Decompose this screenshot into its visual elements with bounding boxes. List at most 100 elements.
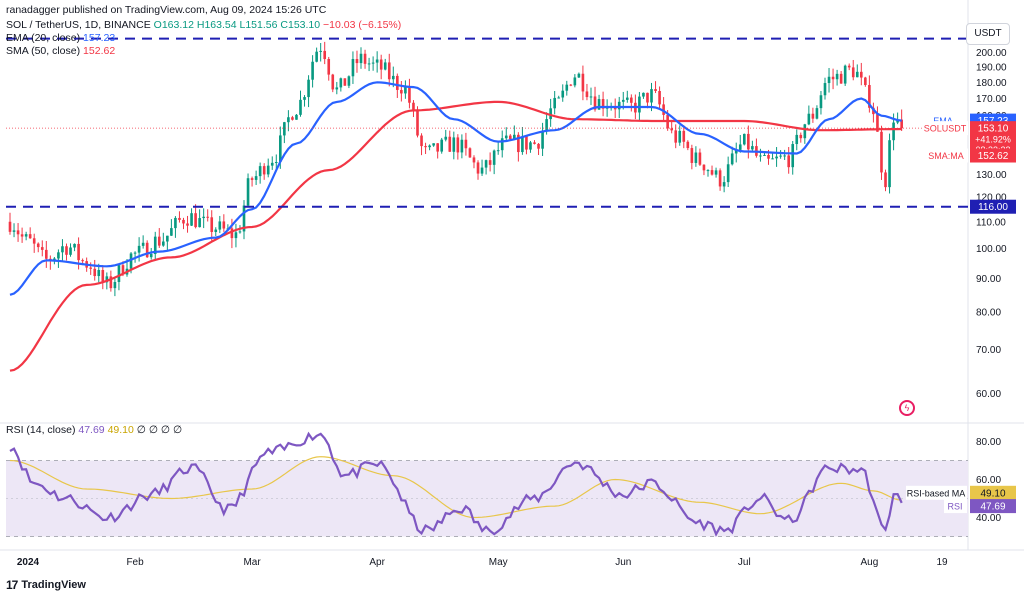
candle-body: [129, 253, 133, 269]
candle-body: [81, 260, 84, 262]
candle-body: [105, 276, 109, 283]
candle-body: [133, 252, 137, 254]
candle-body: [577, 73, 581, 78]
candle-body: [412, 102, 415, 111]
candle-body: [391, 75, 395, 80]
flash-icon[interactable]: ϟ: [899, 400, 915, 416]
currency-button[interactable]: USDT: [966, 23, 1010, 45]
rsi-legend-value: 47.69: [78, 424, 105, 436]
candle-body: [815, 108, 819, 119]
sma-legend-label: SMA (50, close): [6, 45, 81, 57]
candle-body: [775, 156, 778, 159]
candle-body: [287, 117, 290, 123]
ema-legend[interactable]: EMA (20, close) 157.23: [6, 32, 115, 45]
candle-body: [601, 99, 605, 109]
rsi-legend[interactable]: RSI (14, close) 47.69 49.10 ∅ ∅ ∅ ∅: [6, 424, 182, 436]
candle-body: [432, 143, 435, 146]
candle-body: [375, 59, 379, 63]
sma50-line[interactable]: [9, 100, 902, 372]
rsi-ma-tag-bg: [906, 485, 967, 500]
price-tick-label: 200.00: [976, 48, 1007, 59]
symbol-tag-bg: [922, 121, 968, 136]
candle-body: [589, 96, 593, 98]
candle-body: [855, 71, 859, 78]
candle-body: [295, 114, 298, 120]
candle-body: [642, 92, 645, 97]
candle-body: [319, 50, 322, 52]
candle-body: [367, 63, 371, 65]
candle-body: [174, 217, 177, 229]
level-label: 116.00: [978, 202, 1008, 213]
candle-body: [117, 265, 121, 283]
candle-body: [307, 79, 310, 98]
rsi-ma-legend-value: 49.10: [107, 424, 134, 436]
candle-body: [513, 134, 516, 140]
candle-body: [400, 89, 403, 94]
candle-body: [747, 133, 750, 150]
candle-body: [12, 230, 16, 232]
price-tick-label: 190.00: [976, 63, 1007, 74]
ohlc-high: 163.54: [204, 19, 237, 31]
candle-body: [654, 89, 657, 91]
ema-tag: EMA: [933, 116, 953, 126]
candle-body: [424, 146, 427, 148]
candle-body: [791, 144, 795, 168]
candle-body: [109, 276, 113, 289]
rsi-tag-bg: [944, 499, 967, 514]
candle-body: [472, 157, 476, 163]
candle-body: [93, 268, 97, 277]
ema20-line[interactable]: [9, 81, 902, 296]
sma-legend[interactable]: SMA (50, close) 152.62: [6, 45, 115, 58]
candle-body: [488, 160, 492, 165]
candle-body: [182, 219, 185, 224]
candle-body: [617, 101, 621, 110]
candle-body: [529, 142, 532, 150]
candle-body: [250, 178, 254, 180]
candle-body: [888, 140, 891, 188]
rsi-value: 47.69: [980, 502, 1005, 513]
candle-body: [186, 223, 189, 226]
candle-body: [20, 234, 24, 237]
time-tick-label: Feb: [126, 557, 144, 568]
candle-body: [738, 144, 742, 150]
price-tick-label: 60.00: [976, 389, 1001, 400]
candle-body: [480, 167, 484, 174]
candle-body: [714, 170, 718, 175]
candle-body: [335, 87, 339, 90]
price-pane[interactable]: [6, 36, 968, 418]
candle-body: [525, 136, 528, 150]
candle-body: [101, 270, 105, 283]
candle-body: [650, 89, 653, 103]
candle-body: [198, 218, 201, 228]
candle-body: [537, 143, 540, 149]
candle-body: [16, 230, 20, 235]
candle-body: [89, 267, 93, 269]
candle-body: [658, 90, 661, 105]
candle-body: [557, 97, 561, 99]
ohlc-open: 163.12: [161, 19, 194, 31]
rsi-line[interactable]: [9, 431, 903, 537]
candle-body: [162, 241, 165, 246]
time-tick-label: Mar: [243, 557, 261, 568]
tradingview-brand[interactable]: 17 TradingView: [6, 578, 86, 592]
price-tick-label: 120.00: [976, 193, 1007, 204]
candle-body: [787, 155, 790, 168]
candle-body: [726, 164, 730, 183]
candle-body: [517, 134, 520, 153]
candle-body: [694, 152, 698, 163]
candle-body: [379, 59, 383, 70]
ohlc-change: −10.03 (−6.15%): [323, 19, 402, 31]
ema-legend-label: EMA (20, close): [6, 32, 81, 44]
sma-tag: SMA:MA: [928, 151, 964, 161]
candle-body: [178, 217, 181, 220]
candle-body: [807, 113, 811, 125]
sma-legend-value: 152.62: [83, 45, 116, 57]
candle-body: [779, 155, 782, 157]
candle-body: [799, 134, 803, 139]
candle-body: [420, 135, 423, 147]
candle-body: [763, 154, 766, 156]
candle-body: [500, 138, 504, 151]
candle-body: [299, 99, 302, 115]
symbol-legend: SOL / TetherUS, 1D, BINANCE O163.12 H163…: [6, 19, 401, 32]
